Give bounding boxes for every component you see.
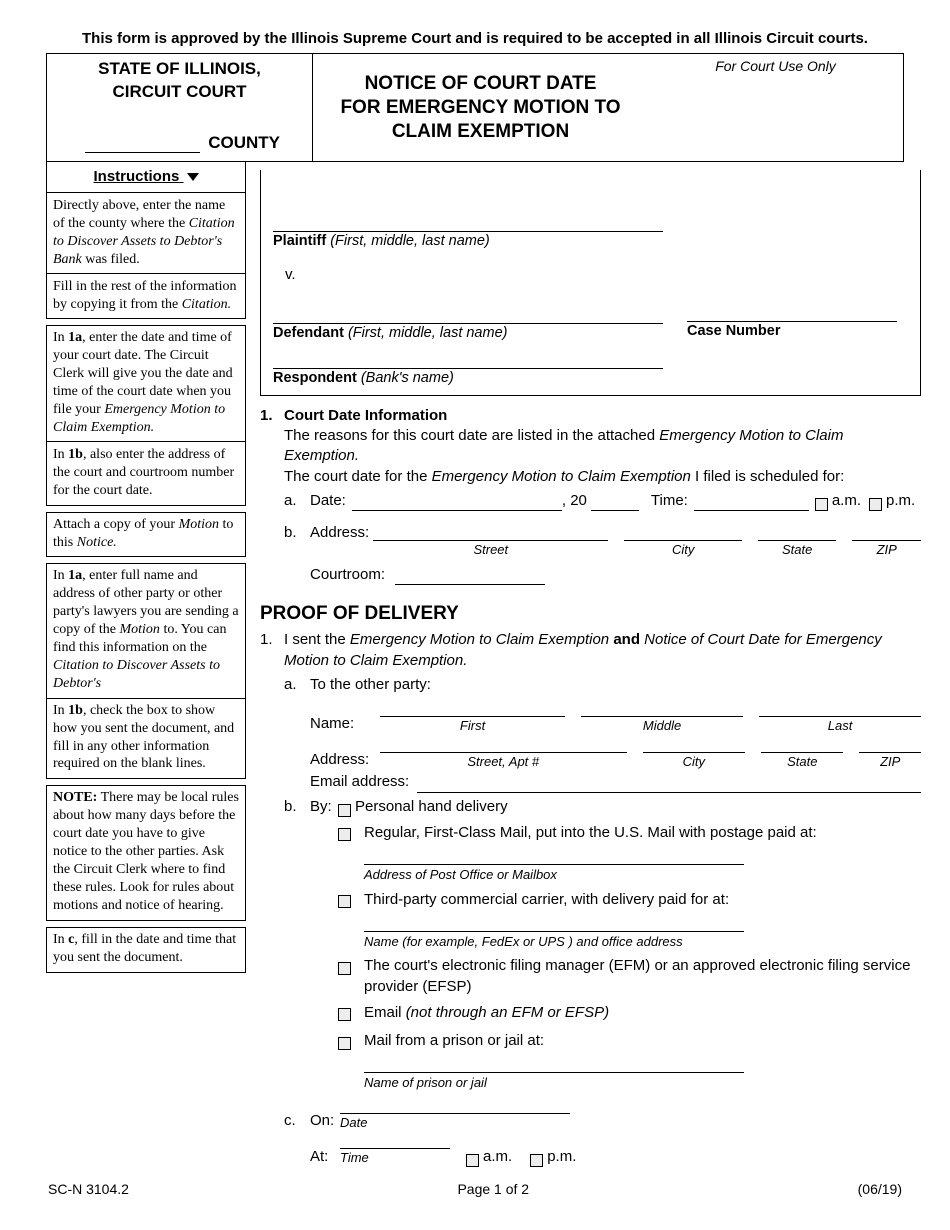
post-office-input[interactable]: [364, 847, 744, 865]
court-use-only: For Court Use Only: [648, 54, 903, 161]
respondent-label: Respondent (Bank's name): [273, 369, 663, 389]
page: This form is approved by the Illinois Su…: [0, 0, 950, 1230]
proof-number: 1.: [260, 630, 284, 1167]
section-1-title: Court Date Information: [284, 406, 921, 426]
addr-state-input[interactable]: [761, 735, 843, 753]
defendant-input[interactable]: [273, 304, 663, 324]
state-line-1: STATE OF ILLINOIS,: [53, 58, 306, 81]
page-number: Page 1 of 2: [457, 1181, 529, 1197]
county-input[interactable]: [85, 133, 200, 153]
at-time-input[interactable]: [340, 1131, 450, 1149]
instr-box-2: In 1a, enter the date and time of your c…: [46, 325, 246, 505]
county-label: COUNTY: [208, 132, 280, 155]
case-number-label: Case Number: [687, 322, 908, 342]
hand-delivery-checkbox[interactable]: [338, 804, 351, 817]
date-input[interactable]: [352, 493, 562, 511]
at-am-checkbox[interactable]: [466, 1154, 479, 1167]
case-number-input[interactable]: [687, 302, 897, 322]
addr-zip-input[interactable]: [859, 735, 921, 753]
row-date: a. Date: , 20 Time: a.m. p.m.: [284, 491, 921, 511]
header-state-cell: STATE OF ILLINOIS, CIRCUIT COURT COUNTY: [47, 54, 313, 161]
caret-down-icon: [187, 173, 199, 181]
addr-city-input[interactable]: [643, 735, 746, 753]
defendant-label: Defendant (First, middle, last name): [273, 324, 663, 344]
instr-box-3: Attach a copy of your Motion to this Not…: [46, 512, 246, 558]
instructions-header: Instructions: [53, 165, 239, 188]
carrier-input[interactable]: [364, 914, 744, 932]
instr-1a: Directly above, enter the name of the co…: [53, 197, 239, 269]
prison-input[interactable]: [364, 1055, 744, 1073]
city-input[interactable]: [624, 523, 742, 541]
efm-checkbox[interactable]: [338, 962, 351, 975]
revision-date: (06/19): [858, 1181, 902, 1197]
respondent-input[interactable]: [273, 349, 663, 369]
name-middle-input[interactable]: [581, 699, 743, 717]
instructions-sidebar: Instructions Directly above, enter the n…: [46, 162, 246, 1167]
caption-box: Plaintiff (First, middle, last name) v. …: [260, 170, 921, 396]
on-date-input[interactable]: [340, 1096, 570, 1114]
zip-input[interactable]: [852, 523, 921, 541]
proof-line1: I sent the Emergency Motion to Claim Exe…: [284, 630, 921, 671]
section-1-number: 1.: [260, 406, 284, 585]
instr-box-5: In 1b, check the box to show how you sen…: [46, 698, 246, 780]
instr-2a: In 1a, enter the date and time of your c…: [53, 329, 239, 436]
form-number: SC-N 3104.2: [48, 1181, 129, 1197]
email-checkbox[interactable]: [338, 1008, 351, 1021]
instr-1b: Fill in the rest of the information by c…: [53, 278, 239, 314]
form-title-l1: NOTICE OF COURT DATE: [321, 72, 640, 96]
third-party-carrier-checkbox[interactable]: [338, 895, 351, 908]
year-input[interactable]: [591, 493, 639, 511]
plaintiff-label: Plaintiff (First, middle, last name): [273, 232, 663, 252]
pm-checkbox[interactable]: [869, 498, 882, 511]
proof-title: PROOF OF DELIVERY: [260, 601, 921, 627]
row-address: b. Address: Street City: [284, 523, 921, 559]
state-input[interactable]: [758, 523, 836, 541]
instructions-header-text: Instructions: [93, 168, 179, 185]
first-class-mail-checkbox[interactable]: [338, 828, 351, 841]
addr-street-input[interactable]: [380, 735, 627, 753]
at-pm-checkbox[interactable]: [530, 1154, 543, 1167]
section-court-date: 1. Court Date Information The reasons fo…: [260, 396, 921, 589]
email-input[interactable]: [417, 775, 921, 793]
form-title-l3: CLAIM EXEMPTION: [321, 120, 640, 144]
approval-notice: This form is approved by the Illinois Su…: [46, 30, 904, 47]
page-footer: SC-N 3104.2 Page 1 of 2 (06/19): [46, 1175, 904, 1197]
courtroom-input[interactable]: [395, 567, 545, 585]
header-title-cell: NOTICE OF COURT DATE FOR EMERGENCY MOTIO…: [313, 54, 648, 161]
body-row: Instructions Directly above, enter the n…: [46, 162, 904, 1167]
proof-a-row: a. To the other party:: [284, 675, 921, 695]
county-row: COUNTY: [53, 132, 306, 155]
instr-box-1: Instructions Directly above, enter the n…: [46, 162, 246, 320]
name-first-input[interactable]: [380, 699, 565, 717]
time-input[interactable]: [694, 493, 809, 511]
street-input[interactable]: [373, 523, 608, 541]
state-line-2: CIRCUIT COURT: [53, 81, 306, 104]
prison-mail-checkbox[interactable]: [338, 1037, 351, 1050]
am-checkbox[interactable]: [815, 498, 828, 511]
form-title-l2: FOR EMERGENCY MOTION TO: [321, 96, 640, 120]
plaintiff-input[interactable]: [273, 212, 663, 232]
header-box: STATE OF ILLINOIS, CIRCUIT COURT COUNTY …: [46, 53, 904, 162]
instr-box-7: In c, fill in the date and time that you…: [46, 927, 246, 973]
name-last-input[interactable]: [759, 699, 921, 717]
main-content: Plaintiff (First, middle, last name) v. …: [246, 162, 921, 1167]
instr-2b: In 1b, also enter the address of the cou…: [53, 446, 239, 500]
instr-box-4: In 1a, enter full name and address of ot…: [46, 563, 246, 697]
section-1-line1: The reasons for this court date are list…: [284, 426, 921, 467]
versus: v.: [285, 265, 663, 285]
section-1-line2: The court date for the Emergency Motion …: [284, 467, 921, 487]
instr-box-6: NOTE: There may be local rules about how…: [46, 785, 246, 920]
